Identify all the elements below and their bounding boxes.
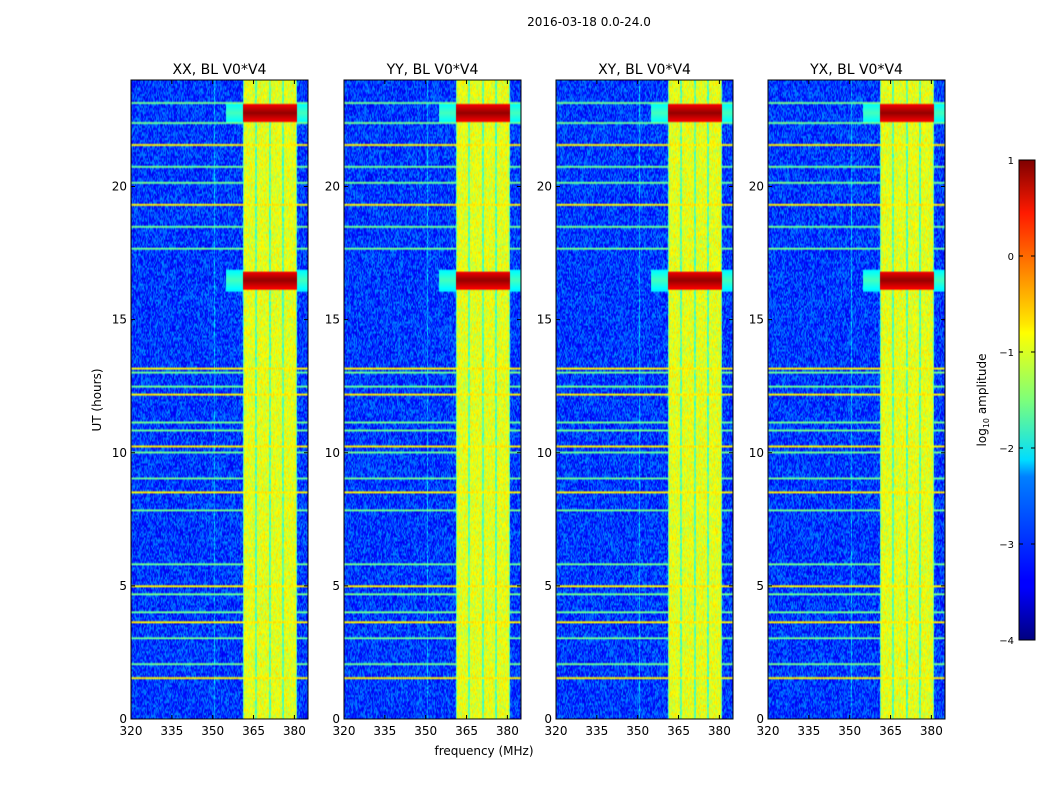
x-tick-label: 335 xyxy=(373,724,396,738)
heatmap-image xyxy=(556,80,733,719)
panel-xx: XX, BL V0*V4 320 335 350 365 380 0 5 10 15 20 xyxy=(112,62,309,738)
colorbar: 10−1−2−3−4 log10 amplitude xyxy=(975,156,1036,647)
colorbar-label-rest: amplitude xyxy=(975,354,989,418)
panel-title: YY, BL V0*V4 xyxy=(386,62,479,78)
y-tick-label: 10 xyxy=(749,446,764,460)
y-tick-label: 15 xyxy=(537,313,552,327)
heatmap-image xyxy=(344,80,521,719)
colorbar-tick-label: 1 xyxy=(1008,156,1014,167)
y-tick-label: 20 xyxy=(537,180,552,194)
colorbar-tick-label: −3 xyxy=(999,540,1014,551)
y-tick-label: 20 xyxy=(325,180,340,194)
colorbar-gradient xyxy=(1018,159,1036,641)
x-tick-label: 320 xyxy=(757,724,780,738)
y-tick-label: 10 xyxy=(537,446,552,460)
x-tick-label: 335 xyxy=(797,724,820,738)
panel-xy: XY, BL V0*V4 320 335 350 365 380 0 5 10 15 20 xyxy=(537,62,734,738)
x-tick-label: 320 xyxy=(545,724,568,738)
panel-yy: YY, BL V0*V4 320 335 350 365 380 0 5 10 15 20 xyxy=(325,62,522,738)
x-tick-label: 380 xyxy=(920,724,943,738)
panel-yx: YX, BL V0*V4 320 335 350 365 380 0 5 10 15 20 xyxy=(749,62,946,738)
y-tick-label: 5 xyxy=(544,579,552,593)
y-tick-label: 15 xyxy=(749,313,764,327)
y-tick-label: 15 xyxy=(325,313,340,327)
y-tick-label: 5 xyxy=(119,579,127,593)
colorbar-tick-label: −4 xyxy=(999,636,1014,647)
colorbar-label-main: log xyxy=(975,428,989,446)
x-tick-label: 380 xyxy=(708,724,731,738)
colorbar-label-subscript: 10 xyxy=(982,418,991,428)
x-tick-label: 365 xyxy=(242,724,265,738)
panel-frame xyxy=(555,79,734,720)
panel-frame xyxy=(130,79,309,720)
x-tick-label: 335 xyxy=(585,724,608,738)
panel-title: XX, BL V0*V4 xyxy=(173,62,267,78)
y-tick-label: 5 xyxy=(332,579,340,593)
y-axis-label: UT (hours) xyxy=(90,368,104,431)
panel-frame xyxy=(343,79,522,720)
x-tick-label: 350 xyxy=(201,724,224,738)
heatmap-image xyxy=(131,80,308,719)
panel-title: XY, BL V0*V4 xyxy=(598,62,691,78)
y-tick-label: 10 xyxy=(112,446,127,460)
x-tick-label: 350 xyxy=(838,724,861,738)
colorbar-label: log10 amplitude xyxy=(975,354,991,447)
x-tick-label: 320 xyxy=(120,724,143,738)
x-tick-label: 350 xyxy=(414,724,437,738)
y-tick-label: 20 xyxy=(749,180,764,194)
y-tick-label: 0 xyxy=(544,712,552,726)
colorbar-tick-label: −1 xyxy=(999,348,1014,359)
x-tick-label: 350 xyxy=(626,724,649,738)
x-tick-label: 380 xyxy=(496,724,519,738)
colorbar-ticks: 1 0 −1 −2 −3 −4 xyxy=(999,156,1035,647)
heatmap-image xyxy=(768,80,945,719)
x-tick-label: 365 xyxy=(455,724,478,738)
x-tick-label: 335 xyxy=(160,724,183,738)
panel-title: YX, BL V0*V4 xyxy=(809,62,903,78)
figure-suptitle: 2016-03-18 0.0-24.0 xyxy=(527,15,651,29)
y-tick-label: 0 xyxy=(756,712,764,726)
colorbar-tick-label: −2 xyxy=(999,444,1014,455)
y-tick-label: 0 xyxy=(119,712,127,726)
panel-frame xyxy=(767,79,946,720)
y-tick-label: 5 xyxy=(756,579,764,593)
y-tick-label: 10 xyxy=(325,446,340,460)
x-tick-label: 365 xyxy=(879,724,902,738)
x-tick-label: 365 xyxy=(667,724,690,738)
colorbar-tick-label: 0 xyxy=(1008,252,1014,263)
x-tick-label: 320 xyxy=(333,724,356,738)
y-tick-label: 0 xyxy=(332,712,340,726)
x-tick-label: 380 xyxy=(283,724,306,738)
x-axis-label: frequency (MHz) xyxy=(434,744,533,758)
y-tick-label: 20 xyxy=(112,180,127,194)
y-tick-label: 15 xyxy=(112,313,127,327)
